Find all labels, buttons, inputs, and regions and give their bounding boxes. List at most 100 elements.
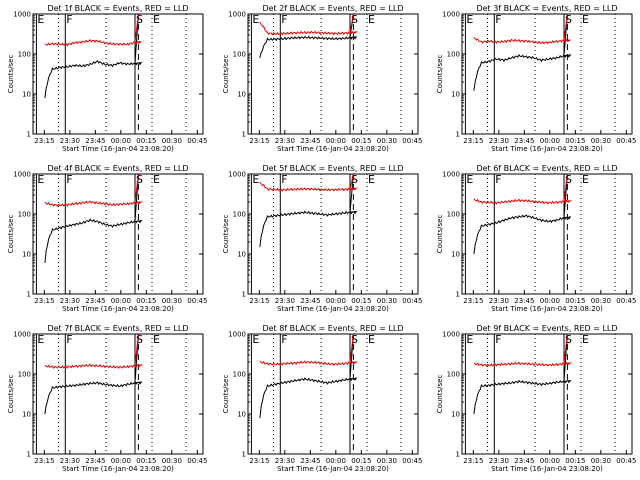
series-lld [259, 333, 359, 367]
series-lld [473, 333, 573, 367]
y-tick-label: 1000 [442, 11, 460, 19]
series-lld [44, 13, 142, 47]
x-axis-label: Start Time (16-Jan-04 23:08:20) [62, 305, 174, 313]
x-tick-label: 00:00 [540, 457, 560, 465]
x-tick-label: 00:15 [351, 297, 371, 305]
y-tick-label: 1 [27, 451, 31, 459]
marker-letter: E [37, 13, 44, 26]
y-tick-label: 100 [233, 371, 246, 379]
marker-letter: S [136, 333, 143, 346]
series-events [259, 333, 358, 418]
x-tick-label: 00:45 [187, 457, 207, 465]
x-tick-label: 23:15 [463, 297, 483, 305]
y-tick-label: 1 [242, 291, 246, 299]
x-tick-label: 23:15 [34, 297, 54, 305]
x-tick-label: 00:45 [402, 297, 422, 305]
marker-letter: E [582, 173, 589, 186]
y-tick-label: 1000 [442, 171, 460, 179]
y-tick-label: 10 [22, 91, 31, 99]
marker-letter: E [368, 13, 375, 26]
x-tick-label: 00:15 [136, 137, 156, 145]
marker-letter: E [466, 333, 473, 346]
x-tick-label: 23:45 [514, 297, 534, 305]
x-tick-label: 23:30 [275, 297, 295, 305]
x-tick-label: 00:00 [111, 457, 131, 465]
y-tick-label: 10 [237, 251, 246, 259]
x-tick-label: 23:30 [275, 457, 295, 465]
y-tick-label: 100 [447, 371, 460, 379]
marker-letter: F [281, 333, 287, 346]
marker-letter: E [466, 13, 473, 26]
x-tick-label: 23:15 [249, 457, 269, 465]
x-tick-label: 00:30 [377, 297, 397, 305]
x-tick-label: 00:45 [402, 137, 422, 145]
marker-letter: E [368, 333, 375, 346]
x-tick-label: 00:15 [351, 457, 371, 465]
marker-letter: E [252, 333, 259, 346]
x-axis-label: Start Time (16-Jan-04 23:08:20) [62, 145, 174, 153]
series-events [473, 173, 572, 255]
plot-frame [247, 333, 419, 455]
x-axis-label: Start Time (16-Jan-04 23:08:20) [277, 145, 389, 153]
y-tick-label: 1 [456, 291, 460, 299]
marker-letter: F [66, 333, 72, 346]
marker-letter: F [495, 333, 501, 346]
x-tick-label: 23:30 [489, 457, 509, 465]
y-axis-label: Counts/sec [222, 55, 230, 94]
x-tick-label: 00:30 [591, 457, 611, 465]
series-lld [44, 333, 144, 370]
marker-letter: E [37, 173, 44, 186]
x-tick-label: 23:30 [60, 137, 80, 145]
plot-panel-9: Det 9f BLACK = Events, RED = LLD 1 10 100 10… [436, 324, 636, 473]
plot-frame [247, 173, 419, 295]
y-tick-label: 100 [18, 211, 31, 219]
series-events [259, 13, 358, 59]
y-tick-label: 100 [447, 51, 460, 59]
marker-letter: E [466, 173, 473, 186]
x-tick-label: 23:15 [34, 457, 54, 465]
plot-frame [461, 173, 633, 295]
y-tick-label: 10 [451, 251, 460, 259]
marker-letter: S [565, 173, 572, 186]
y-axis-label: Counts/sec [7, 215, 15, 254]
plot-title: Det 6f BLACK = Events, RED = LLD [476, 164, 617, 173]
series-events [473, 333, 572, 415]
y-axis-label: Counts/sec [7, 55, 15, 94]
x-tick-label: 23:45 [85, 297, 105, 305]
y-axis-label: Counts/sec [7, 375, 15, 414]
marker-letter: S [351, 173, 358, 186]
series-lld [473, 13, 571, 45]
y-tick-label: 1000 [228, 331, 246, 339]
plot-panel-4: Det 4f BLACK = Events, RED = LLD 1 10 100 10… [7, 164, 207, 313]
y-axis-label: Counts/sec [436, 375, 444, 414]
plot-frame [32, 173, 204, 295]
x-tick-label: 00:00 [111, 297, 131, 305]
marker-letter: F [495, 13, 501, 26]
x-tick-label: 23:45 [85, 457, 105, 465]
x-tick-label: 00:15 [565, 457, 585, 465]
marker-letter: S [136, 173, 143, 186]
y-tick-label: 100 [18, 51, 31, 59]
y-tick-label: 1 [242, 451, 246, 459]
series-lld [44, 173, 144, 207]
x-tick-label: 00:45 [187, 137, 207, 145]
plot-title: Det 5f BLACK = Events, RED = LLD [262, 164, 403, 173]
x-tick-label: 00:15 [136, 297, 156, 305]
marker-letter: E [582, 333, 589, 346]
x-tick-label: 00:45 [616, 297, 636, 305]
plot-panel-6: Det 6f BLACK = Events, RED = LLD 1 10 100 10… [436, 164, 636, 313]
x-tick-label: 00:00 [326, 137, 346, 145]
marker-letter: E [368, 173, 375, 186]
series-lld [259, 173, 359, 192]
x-tick-label: 23:30 [60, 457, 80, 465]
plot-title: Det 1f BLACK = Events, RED = LLD [47, 4, 188, 13]
y-tick-label: 10 [451, 411, 460, 419]
y-tick-label: 10 [451, 91, 460, 99]
marker-letter: S [136, 13, 143, 26]
y-axis-label: Counts/sec [436, 55, 444, 94]
marker-letter: S [351, 333, 358, 346]
y-tick-label: 1000 [228, 11, 246, 19]
x-tick-label: 00:15 [351, 137, 371, 145]
x-tick-label: 23:30 [489, 297, 509, 305]
